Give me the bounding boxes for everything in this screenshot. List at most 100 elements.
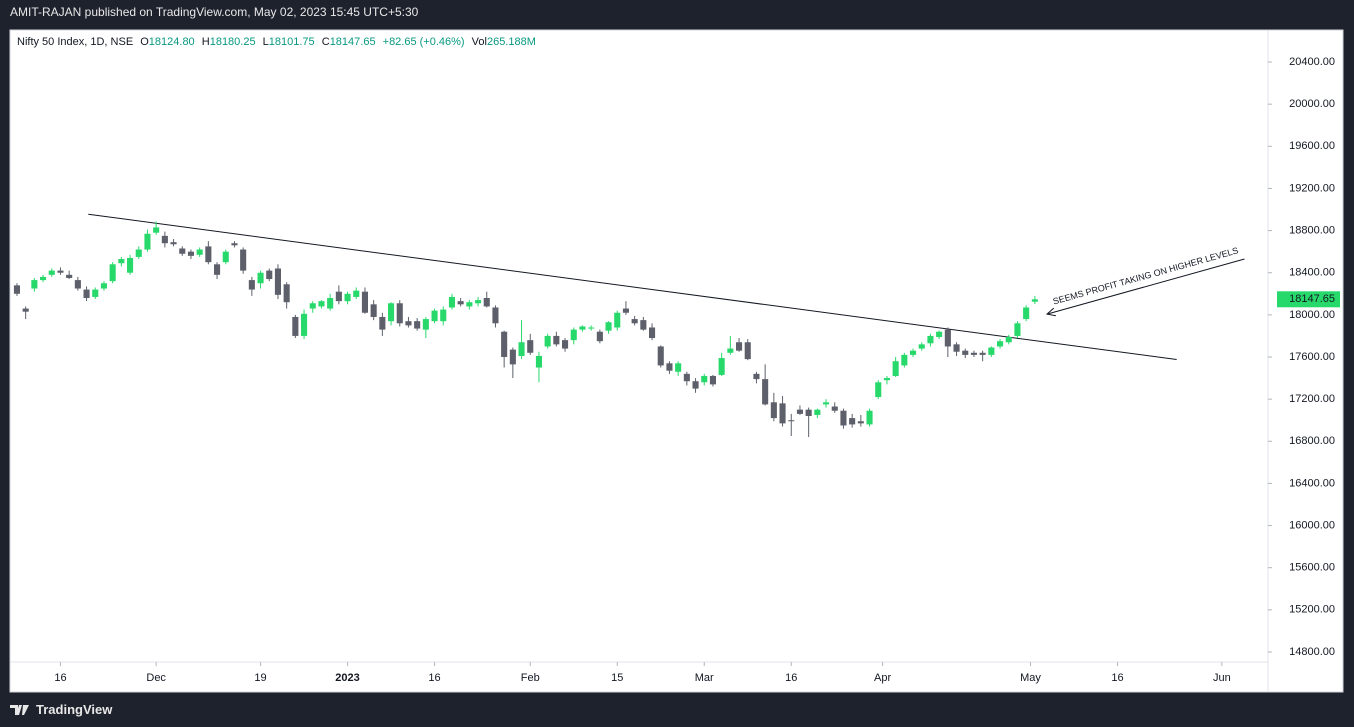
candle-body [866, 410, 873, 425]
candle-body [927, 335, 934, 344]
candle-body [675, 363, 682, 372]
x-tick-label: Mar [695, 672, 714, 684]
candle-body [962, 350, 969, 355]
candle-body [553, 335, 560, 345]
legend-low: 18101.75 [269, 36, 315, 48]
y-tick-label: 18400.00 [1289, 267, 1335, 279]
candle-body [457, 301, 464, 305]
y-tick-label: 18800.00 [1289, 224, 1335, 236]
candle-body [309, 303, 316, 309]
x-tick-label: 2023 [335, 672, 359, 684]
candle-body [370, 304, 377, 317]
candle-body [883, 378, 890, 381]
legend-symbol: Nifty 50 Index, 1D, NSE [17, 36, 133, 48]
candle-body [170, 242, 177, 245]
y-tick-label: 17600.00 [1289, 351, 1335, 363]
candle-body [388, 303, 395, 322]
legend-low-label: L [263, 36, 269, 48]
arrow-head [1045, 307, 1056, 317]
candle-body [422, 319, 429, 330]
candle-body [562, 340, 569, 349]
candle-body [379, 316, 386, 330]
last-price-tag [1277, 291, 1340, 308]
legend-open: 18124.80 [149, 36, 195, 48]
candle-body [640, 320, 647, 330]
candle-body [396, 303, 403, 324]
y-tick-label: 19600.00 [1289, 140, 1335, 152]
candle-body [622, 308, 629, 313]
candle-body [588, 327, 595, 329]
candle-body [727, 348, 734, 353]
candle-body [788, 420, 795, 422]
x-tick-label: 16 [428, 672, 440, 684]
candle-body [701, 375, 708, 383]
candle-body [875, 382, 882, 398]
candle-body [796, 409, 803, 414]
legend-high-label: H [202, 36, 210, 48]
candle-body [405, 321, 412, 326]
y-tick-label: 18000.00 [1289, 309, 1335, 321]
candle-body [657, 346, 664, 366]
candle-body [344, 293, 351, 302]
legend-close: 18147.65 [330, 36, 376, 48]
candle-body [57, 270, 64, 273]
candle-body [318, 301, 325, 307]
candle-body [805, 409, 812, 416]
candle-body [231, 243, 238, 246]
candle-body [970, 352, 977, 355]
x-tick-label: 16 [1111, 672, 1123, 684]
candle-body [718, 358, 725, 375]
x-tick-label: Feb [521, 672, 540, 684]
candle-body [596, 331, 603, 342]
candle-body [492, 307, 499, 324]
logo [10, 704, 29, 715]
x-tick-label: 16 [785, 672, 797, 684]
candle-body [831, 406, 838, 411]
candle-body [74, 280, 81, 289]
legend-change: +82.65 (+0.46%) [383, 36, 465, 48]
y-tick-label: 16000.00 [1289, 519, 1335, 531]
candle-body [13, 285, 21, 294]
candle-body [1023, 307, 1030, 320]
candle-body [179, 248, 186, 254]
footer-brand: TradingView [36, 702, 113, 717]
candle-body [144, 233, 151, 250]
candle-body [448, 296, 455, 308]
candle-body [361, 291, 368, 313]
candle-body [744, 342, 751, 360]
candle-body [570, 329, 577, 341]
candle-body [109, 264, 116, 282]
candle-body [988, 347, 995, 355]
candle-body [649, 327, 656, 339]
candle-body [100, 283, 108, 289]
x-tick-label: Dec [146, 672, 166, 684]
candle-body [475, 300, 482, 304]
candle-body [535, 355, 542, 368]
candle-body [153, 227, 160, 233]
candle-body [953, 344, 960, 352]
candle-body [501, 331, 508, 357]
candle-body [1014, 323, 1021, 336]
candle-body [814, 409, 821, 415]
candle-body [1031, 299, 1038, 302]
candle-body [840, 410, 847, 426]
legend-volume: 265.188M [487, 36, 536, 48]
candle-body [205, 246, 212, 263]
candle-body [753, 373, 760, 380]
x-tick-label: 15 [611, 672, 623, 684]
candle-body [901, 354, 908, 366]
candle-body [544, 335, 551, 347]
trendline [88, 213, 1177, 361]
candle-body [823, 402, 830, 405]
candle-body [292, 316, 299, 336]
candle-body [31, 280, 38, 289]
y-tick-label: 17200.00 [1289, 393, 1335, 405]
candle-body [127, 257, 134, 273]
candle-body [440, 309, 447, 322]
candle-body [118, 259, 125, 264]
candle-body [161, 235, 168, 244]
candle-body [431, 310, 438, 322]
candle-body [936, 331, 943, 337]
